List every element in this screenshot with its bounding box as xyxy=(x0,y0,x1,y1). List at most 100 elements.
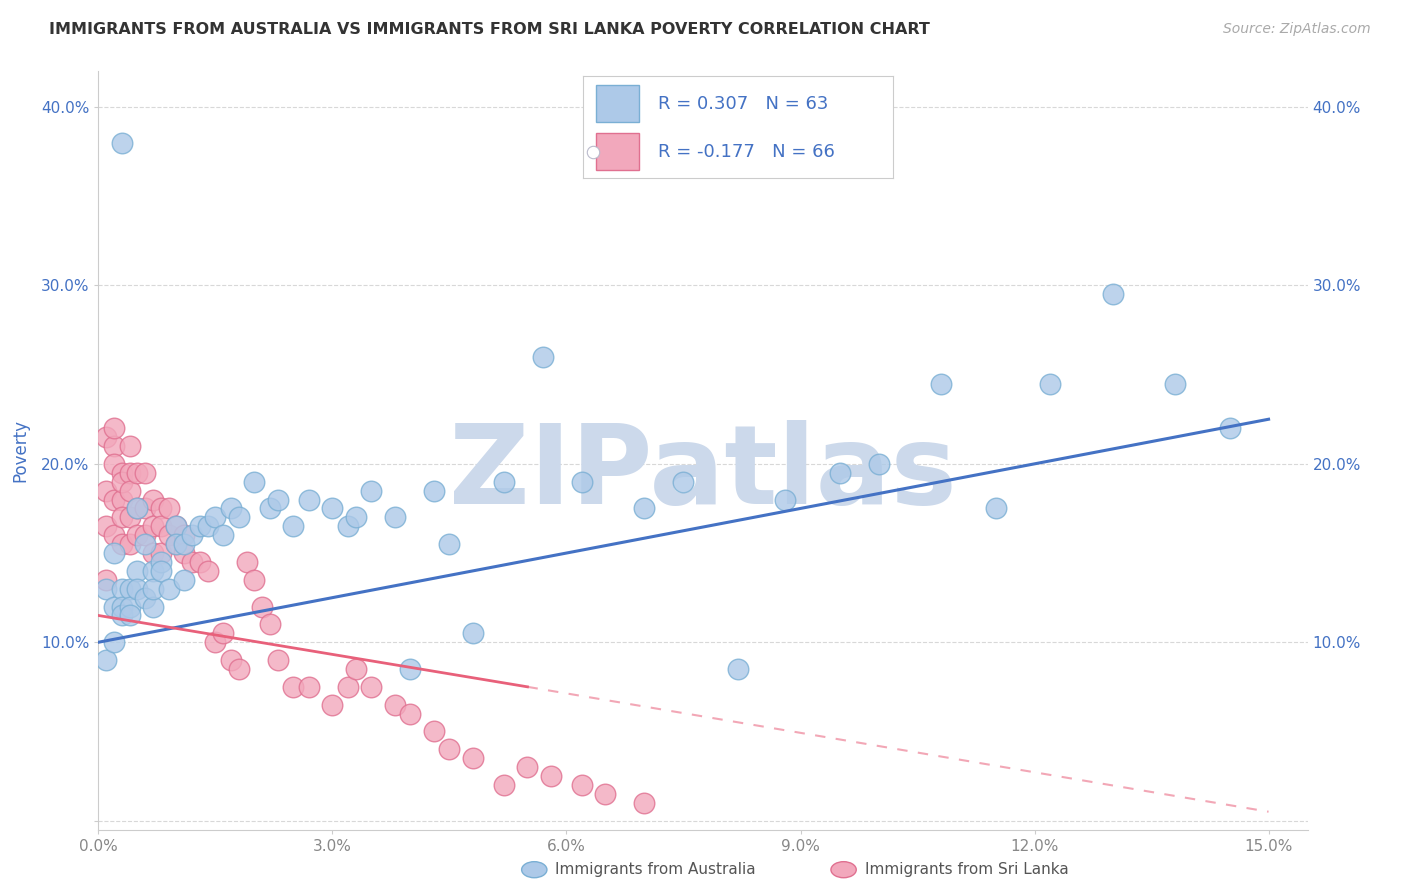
Point xyxy=(571,475,593,489)
Point xyxy=(103,421,125,435)
Point xyxy=(360,483,382,498)
Point xyxy=(633,796,655,810)
Point xyxy=(118,599,141,614)
Point xyxy=(423,483,446,498)
Point xyxy=(773,492,796,507)
Point xyxy=(127,582,149,596)
Point xyxy=(516,760,538,774)
Point xyxy=(134,501,156,516)
Point xyxy=(111,537,134,551)
Point xyxy=(298,680,321,694)
Point xyxy=(1039,376,1062,391)
Point xyxy=(157,501,180,516)
Point xyxy=(118,439,141,453)
Point xyxy=(595,787,617,801)
Point xyxy=(118,483,141,498)
Point xyxy=(181,555,204,569)
Point xyxy=(228,510,250,524)
Point xyxy=(149,519,172,533)
Point xyxy=(571,778,593,792)
Point xyxy=(157,528,180,542)
Text: ZIPatlas: ZIPatlas xyxy=(449,420,957,526)
Point xyxy=(111,510,134,524)
Point xyxy=(344,510,367,524)
Point xyxy=(219,501,242,516)
Point xyxy=(149,546,172,560)
Point xyxy=(142,546,165,560)
Point xyxy=(337,680,360,694)
Point xyxy=(142,564,165,578)
Point xyxy=(439,742,461,756)
Point xyxy=(96,483,118,498)
Point xyxy=(103,492,125,507)
Point xyxy=(212,626,235,640)
Point xyxy=(142,492,165,507)
Point xyxy=(134,528,156,542)
Point xyxy=(111,608,134,623)
Point xyxy=(103,599,125,614)
Point xyxy=(399,662,422,676)
Point xyxy=(149,564,172,578)
Point xyxy=(118,466,141,480)
Point xyxy=(142,582,165,596)
Point xyxy=(1164,376,1187,391)
Point xyxy=(267,492,290,507)
Point xyxy=(188,519,211,533)
Point xyxy=(111,599,134,614)
Point xyxy=(118,537,141,551)
Point xyxy=(127,528,149,542)
Point xyxy=(111,136,134,150)
Point xyxy=(384,698,406,712)
Point xyxy=(127,501,149,516)
Point xyxy=(96,430,118,444)
Point xyxy=(727,662,749,676)
Point xyxy=(134,466,156,480)
Point xyxy=(321,698,343,712)
Text: R = -0.177   N = 66: R = -0.177 N = 66 xyxy=(658,143,835,161)
Point xyxy=(321,501,343,516)
Point xyxy=(439,537,461,551)
Point xyxy=(204,510,226,524)
Point xyxy=(181,528,204,542)
Point xyxy=(111,466,134,480)
Point xyxy=(111,475,134,489)
Point xyxy=(149,555,172,569)
Point xyxy=(399,706,422,721)
Text: Source: ZipAtlas.com: Source: ZipAtlas.com xyxy=(1223,22,1371,37)
Point xyxy=(127,564,149,578)
Point xyxy=(267,653,290,667)
Point xyxy=(103,528,125,542)
Point xyxy=(165,537,187,551)
Point xyxy=(633,501,655,516)
Point xyxy=(96,519,118,533)
Point xyxy=(165,519,187,533)
Point xyxy=(1101,287,1123,301)
Point xyxy=(134,591,156,605)
Point xyxy=(219,653,242,667)
Point xyxy=(235,555,257,569)
Point xyxy=(984,501,1007,516)
Point xyxy=(1219,421,1241,435)
Point xyxy=(173,537,195,551)
Point xyxy=(197,519,219,533)
Point xyxy=(259,617,281,632)
Point xyxy=(118,510,141,524)
Point xyxy=(111,492,134,507)
Point xyxy=(103,546,125,560)
Point xyxy=(149,501,172,516)
Point xyxy=(243,573,266,587)
Point xyxy=(828,466,851,480)
Point xyxy=(461,626,484,640)
Point xyxy=(360,680,382,694)
Point xyxy=(344,662,367,676)
Point xyxy=(384,510,406,524)
Point xyxy=(494,475,516,489)
Point xyxy=(283,519,305,533)
Point xyxy=(96,582,118,596)
Point xyxy=(298,492,321,507)
Point xyxy=(228,662,250,676)
Point xyxy=(142,519,165,533)
Point xyxy=(929,376,952,391)
Point xyxy=(494,778,516,792)
Point xyxy=(173,528,195,542)
